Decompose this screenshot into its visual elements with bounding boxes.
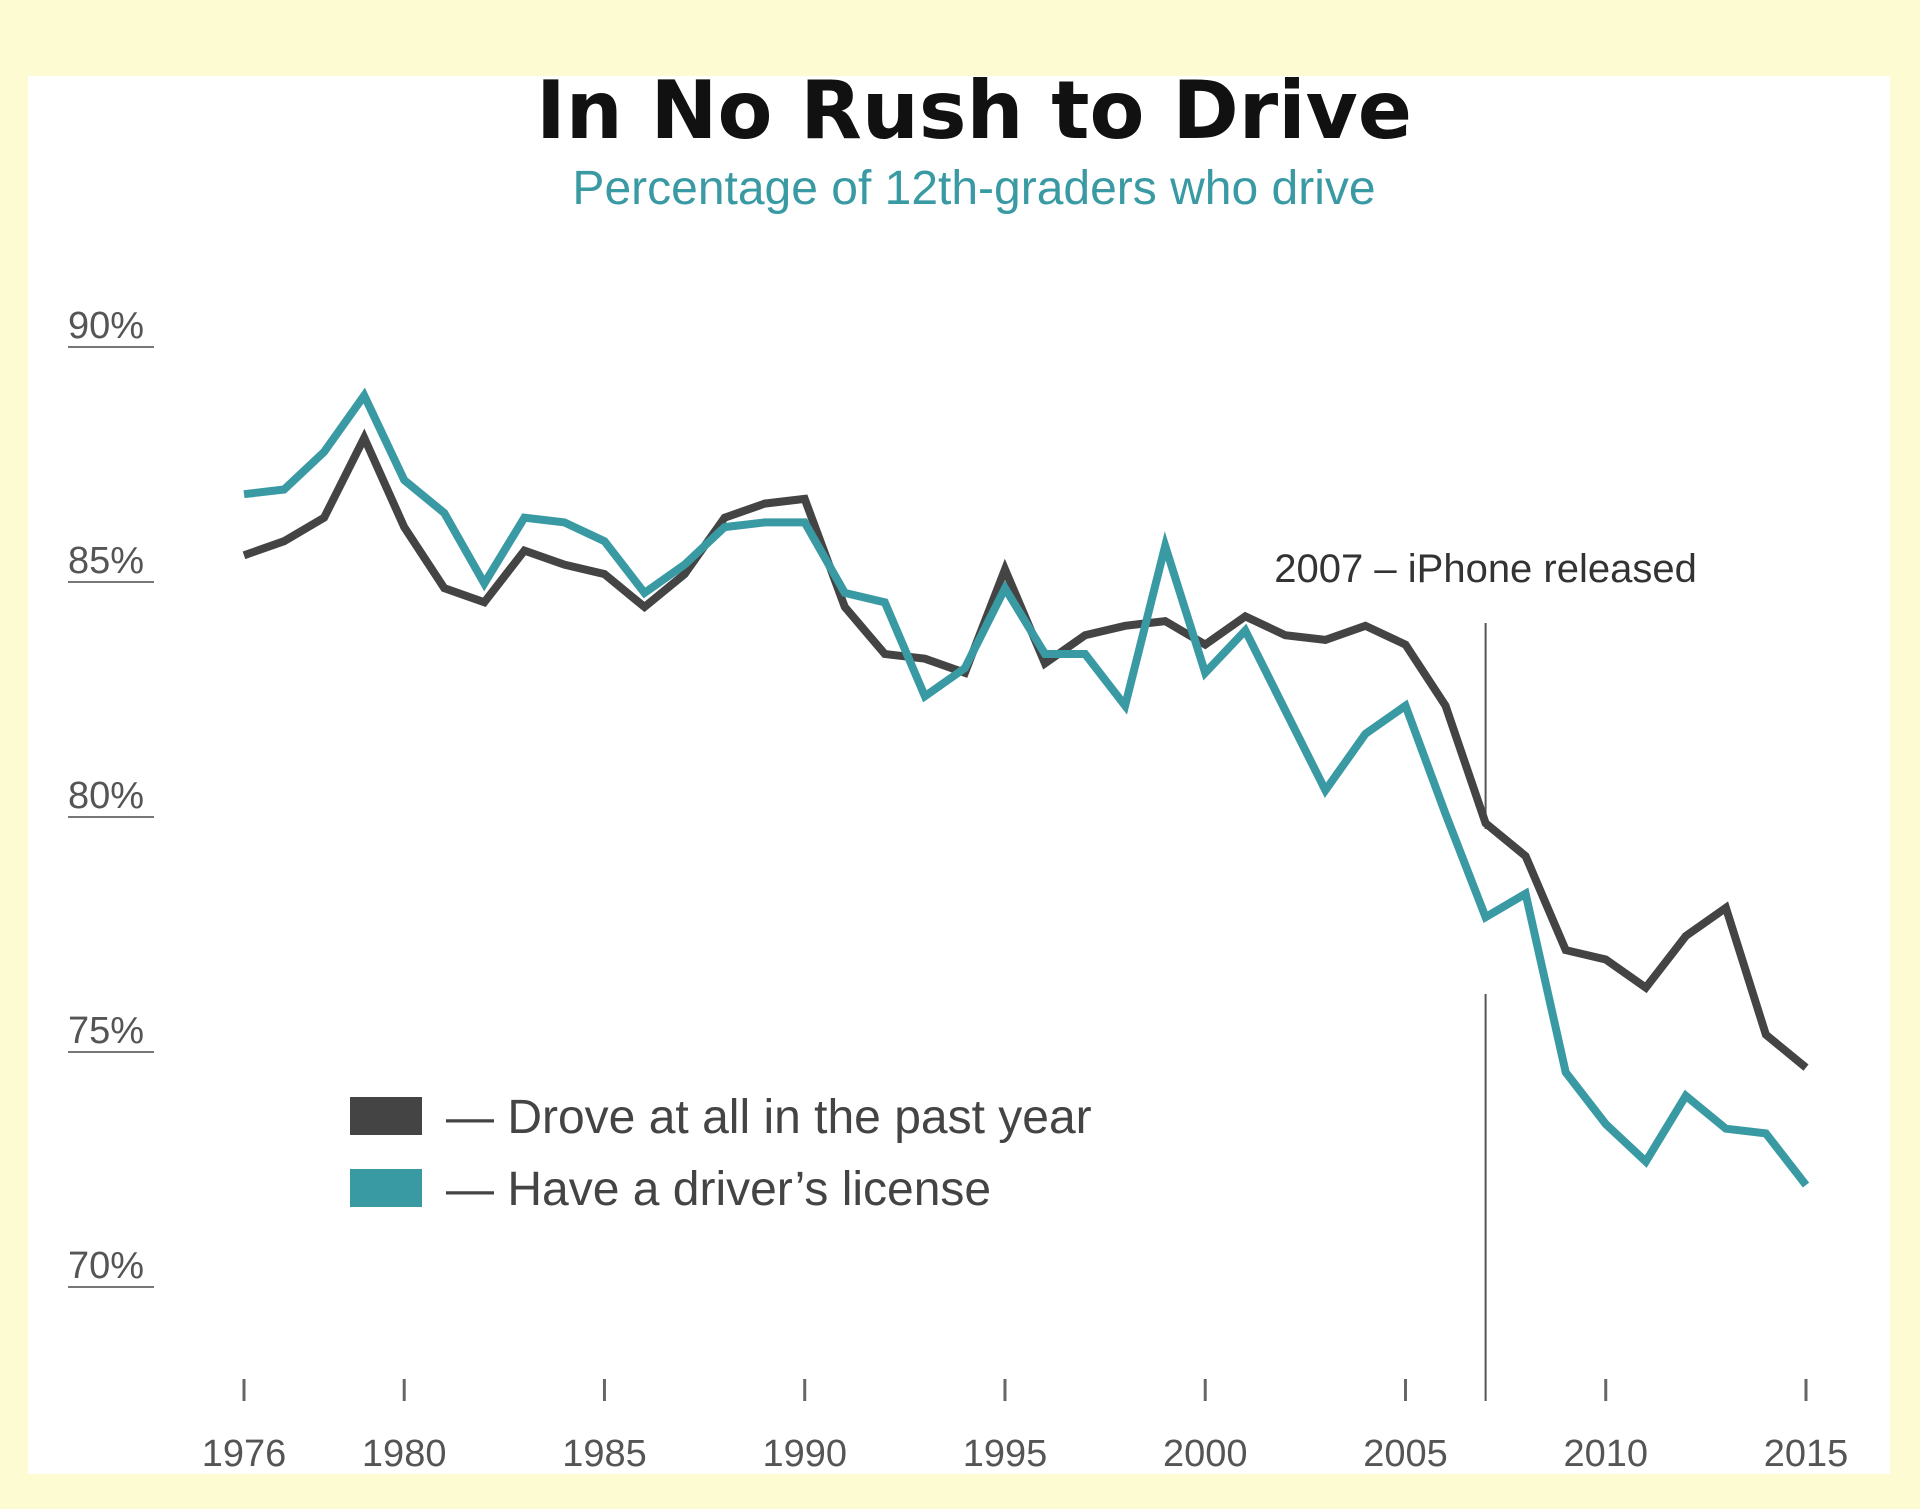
y-axis: 90% 85% 80% 75% 70% [68, 305, 154, 1288]
x-tick-label-1980: 1980 [362, 1433, 447, 1474]
y-tick-label-75: 75% [68, 1010, 144, 1052]
y-tick-label-70: 70% [68, 1245, 144, 1287]
y-tick-label-80: 80% [68, 775, 144, 817]
legend-label-license: — Have a driver’s license [446, 1163, 991, 1216]
legend-swatch-license [350, 1169, 422, 1207]
legend: — Drove at all in the past year — Have a… [350, 1091, 1092, 1216]
x-tick-label-2005: 2005 [1363, 1433, 1448, 1474]
legend-swatch-drove [350, 1097, 422, 1135]
chart-frame: In No Rush to Drive Percentage of 12th-g… [28, 76, 1890, 1474]
legend-label-drove: — Drove at all in the past year [446, 1091, 1092, 1144]
y-tick-label-90: 90% [68, 305, 144, 347]
iphone-annotation: 2007 – iPhone released [1274, 547, 1697, 1401]
chart-subtitle: Percentage of 12th-graders who drive [572, 162, 1375, 215]
chart-title: In No Rush to Drive [536, 76, 1412, 157]
x-tick-label-1990: 1990 [762, 1433, 847, 1474]
x-tick-label-1985: 1985 [562, 1433, 647, 1474]
line-chart: In No Rush to Drive Percentage of 12th-g… [68, 76, 1849, 1474]
x-axis: 1976 1980 1985 1990 1995 2000 2005 2010 2015 [202, 1379, 1849, 1474]
x-tick-label-2010: 2010 [1563, 1433, 1648, 1474]
series-lines [242, 387, 1810, 1188]
x-tick-label-1995: 1995 [963, 1433, 1048, 1474]
annotation-label: 2007 – iPhone released [1274, 547, 1697, 591]
x-tick-label-2015: 2015 [1764, 1433, 1849, 1474]
x-tick-label-1976: 1976 [202, 1433, 287, 1474]
series-line-drove [242, 428, 1809, 1071]
series-line-license [243, 387, 1810, 1188]
x-tick-label-2000: 2000 [1163, 1433, 1248, 1474]
y-tick-label-85: 85% [68, 540, 144, 582]
